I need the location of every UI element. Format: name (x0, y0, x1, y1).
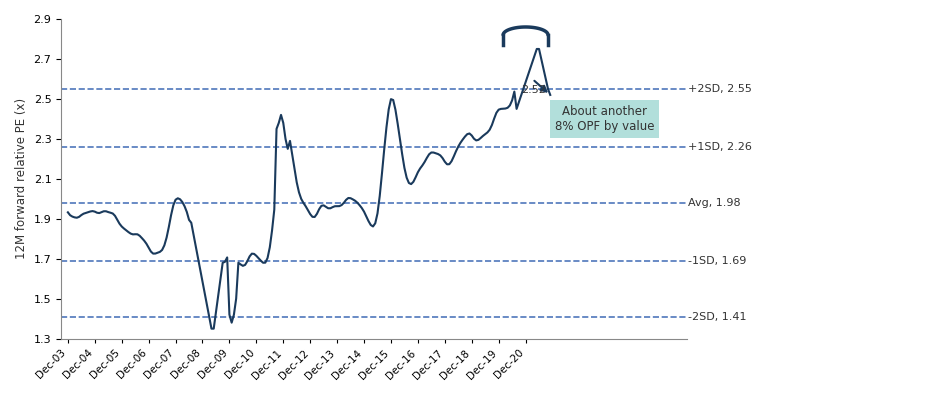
Text: 2.52: 2.52 (521, 85, 546, 95)
Text: -2SD, 1.41: -2SD, 1.41 (688, 312, 746, 322)
Y-axis label: 12M forward relative PE (x): 12M forward relative PE (x) (15, 98, 28, 259)
Text: +1SD, 2.26: +1SD, 2.26 (688, 142, 752, 152)
Text: Avg, 1.98: Avg, 1.98 (688, 198, 741, 208)
Text: About another
8% OPF by value: About another 8% OPF by value (554, 105, 654, 133)
Text: -1SD, 1.69: -1SD, 1.69 (688, 256, 746, 266)
Text: +2SD, 2.55: +2SD, 2.55 (688, 84, 752, 94)
